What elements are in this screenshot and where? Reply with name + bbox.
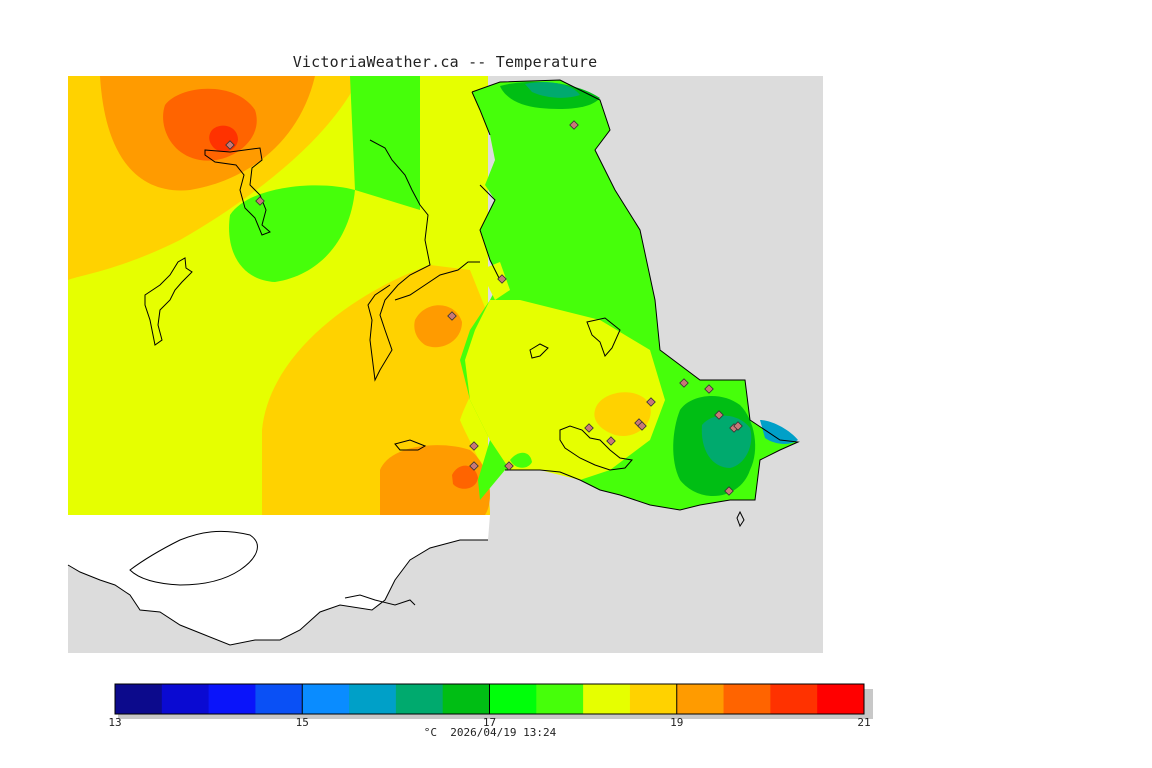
station-marker — [704, 384, 714, 394]
colorbar-cell — [723, 684, 771, 714]
colorbar-tick-label: 13 — [108, 716, 122, 729]
timestamp: 2026/04/19 13:24 — [450, 726, 557, 739]
colorbar-cell — [629, 684, 678, 714]
station-marker — [724, 486, 734, 496]
station-markers — [225, 120, 743, 496]
colorbar-cell — [536, 684, 584, 714]
station-marker — [225, 140, 235, 150]
colorbar-cell — [395, 684, 444, 714]
station-marker — [714, 410, 724, 420]
colorbar-cell — [442, 684, 490, 714]
colorbar-cell — [676, 684, 725, 714]
station-marker — [497, 274, 507, 284]
units-label: °C — [423, 726, 438, 739]
colorbar-tick-label: 17 — [482, 716, 497, 729]
station-marker — [255, 196, 265, 206]
colorbar-cell — [349, 684, 397, 714]
map-title: VictoriaWeather.ca -- Temperature — [292, 53, 598, 71]
station-marker — [733, 421, 743, 431]
station-marker — [447, 311, 457, 321]
colorbar-tick-label: 21 — [857, 716, 871, 729]
colorbar-cell — [115, 684, 163, 714]
colorbar-cell — [583, 684, 631, 714]
colorbar-cells — [115, 684, 865, 714]
station-marker — [584, 423, 594, 433]
station-marker — [469, 441, 479, 451]
coastlines — [144, 79, 800, 606]
colorbar-cell — [770, 684, 818, 714]
colorbar-ticks — [114, 684, 865, 714]
station-marker — [646, 397, 656, 407]
station-marker — [569, 120, 579, 130]
colorbar-cell — [208, 684, 256, 714]
colorbar-tick-label: 15 — [295, 716, 309, 729]
colorbar-cell — [255, 684, 303, 714]
colorbar-cell — [161, 684, 210, 714]
station-marker — [606, 436, 616, 446]
station-marker — [469, 461, 479, 471]
colorbar-caption: °C 2026/04/19 13:24 — [0, 726, 980, 739]
station-marker — [637, 421, 647, 431]
colorbar-tick-label: 19 — [670, 716, 684, 729]
temperature-field — [68, 76, 491, 515]
colorbar-cell — [489, 684, 537, 714]
station-marker — [679, 378, 689, 388]
colorbar-cell — [302, 684, 350, 714]
colorbar-cell — [817, 684, 865, 714]
south-landmass — [129, 530, 258, 586]
station-marker — [504, 461, 514, 471]
